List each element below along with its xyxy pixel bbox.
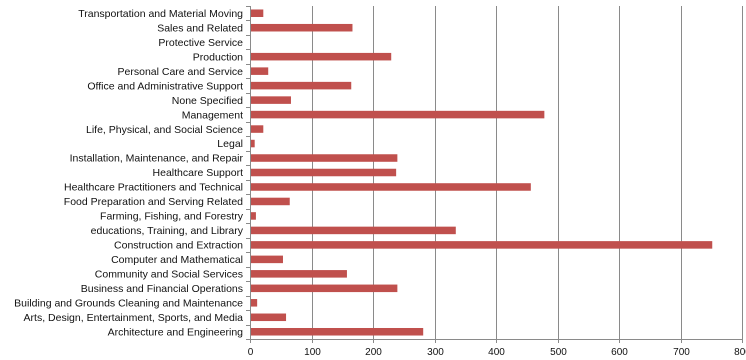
category-label: Sales and Related bbox=[157, 22, 243, 34]
category-label: Food Preparation and Serving Related bbox=[64, 196, 243, 208]
category-label: Farming, Fishing, and Forestry bbox=[100, 211, 244, 223]
category-label: Installation, Maintenance, and Repair bbox=[70, 153, 244, 165]
category-label: Production bbox=[193, 51, 243, 63]
category-label: Protective Service bbox=[158, 37, 243, 49]
category-label: Personal Care and Service bbox=[118, 66, 244, 78]
bar bbox=[251, 183, 531, 191]
category-label: Computer and Mathematical bbox=[111, 254, 243, 266]
bar bbox=[251, 110, 545, 119]
x-tick-label: 400 bbox=[488, 347, 505, 358]
bar bbox=[251, 212, 256, 220]
category-label: Healthcare Support bbox=[153, 167, 244, 179]
bar bbox=[251, 67, 269, 75]
gridlines bbox=[312, 6, 743, 339]
category-labels: Transportation and Material Moving Sales … bbox=[14, 8, 244, 339]
bar bbox=[251, 139, 255, 148]
x-tick-label: 500 bbox=[550, 347, 567, 358]
bar bbox=[251, 327, 424, 336]
bar bbox=[251, 270, 347, 278]
category-label: Business and Financial Operations bbox=[81, 283, 243, 295]
axes bbox=[246, 6, 743, 343]
category-label: educations, Training, and Library bbox=[91, 225, 244, 237]
bar bbox=[251, 241, 713, 249]
x-tick-labels: 0 100 200 300 400 500 600 700 800 bbox=[248, 347, 746, 358]
category-label: Architecture and Engineering bbox=[108, 326, 244, 338]
bar bbox=[251, 197, 290, 206]
bar bbox=[251, 81, 352, 90]
category-label: Management bbox=[182, 109, 243, 121]
bar bbox=[251, 23, 353, 32]
x-tick-label: 100 bbox=[304, 347, 321, 358]
category-label: Arts, Design, Entertainment, Sports, and… bbox=[24, 312, 244, 324]
x-tick-label: 600 bbox=[611, 347, 628, 358]
bar bbox=[251, 284, 398, 293]
category-label: Healthcare Practitioners and Technical bbox=[64, 182, 243, 194]
bar bbox=[251, 96, 291, 104]
bars bbox=[251, 9, 713, 336]
x-tick-label: 0 bbox=[248, 347, 254, 358]
bar bbox=[251, 125, 264, 133]
bar bbox=[251, 299, 258, 307]
x-tick-label: 200 bbox=[365, 347, 382, 358]
category-label: Legal bbox=[217, 138, 243, 150]
category-label: None Specified bbox=[172, 95, 243, 107]
category-label: Community and Social Services bbox=[95, 269, 243, 281]
bar bbox=[251, 226, 456, 235]
bar bbox=[251, 168, 397, 177]
bar bbox=[251, 9, 264, 18]
category-label: Construction and Extraction bbox=[114, 240, 243, 252]
category-label: Building and Grounds Cleaning and Mainte… bbox=[14, 298, 243, 310]
x-tick-label: 700 bbox=[673, 347, 690, 358]
bar bbox=[251, 154, 398, 162]
category-label: Transportation and Material Moving bbox=[78, 8, 243, 20]
bar bbox=[251, 313, 287, 322]
category-label: Office and Administrative Support bbox=[87, 80, 243, 92]
x-tick-label: 300 bbox=[427, 347, 444, 358]
x-tick-label: 800 bbox=[734, 347, 746, 358]
bar bbox=[251, 255, 283, 264]
bar bbox=[251, 52, 392, 61]
category-label: Life, Physical, and Social Science bbox=[86, 124, 243, 136]
